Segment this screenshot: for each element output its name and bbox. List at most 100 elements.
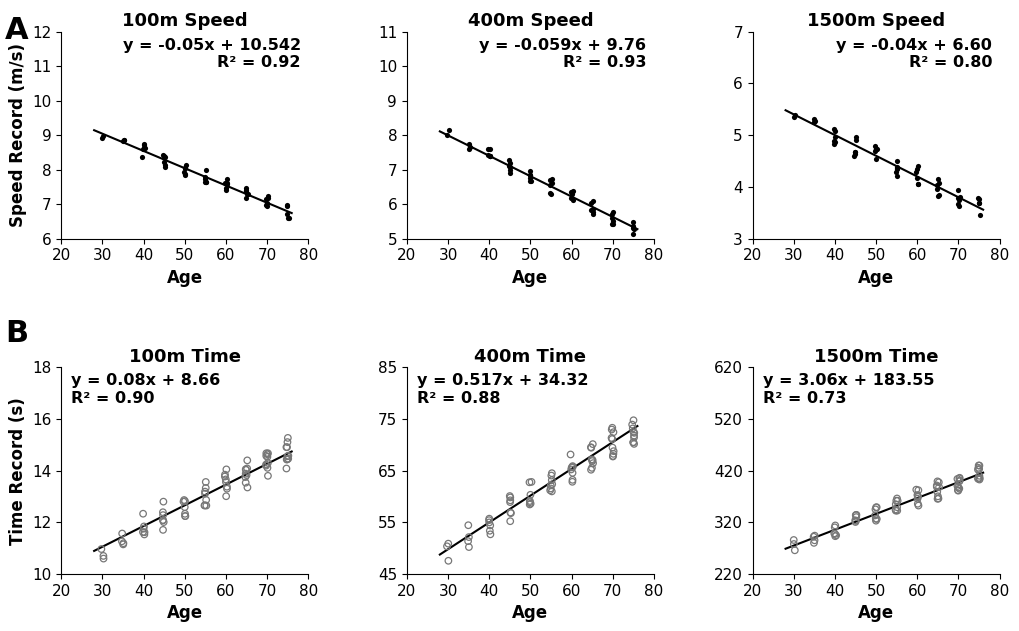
Point	[868, 514, 884, 524]
Point	[969, 198, 985, 208]
Point	[583, 463, 599, 473]
Point	[278, 463, 294, 473]
Point	[136, 143, 152, 153]
Point	[908, 164, 924, 174]
Point	[969, 193, 985, 203]
Point	[888, 493, 904, 504]
Point	[604, 220, 621, 230]
Point	[806, 531, 822, 541]
Point	[969, 474, 985, 484]
Point	[625, 229, 641, 239]
Point	[218, 179, 234, 189]
Point	[888, 495, 904, 505]
Point	[198, 477, 214, 487]
Point	[786, 110, 802, 120]
Point	[500, 155, 517, 165]
Point	[889, 164, 905, 174]
Point	[197, 487, 213, 497]
Point	[461, 532, 477, 542]
Point	[603, 219, 620, 229]
Point	[888, 167, 904, 177]
Point	[521, 496, 537, 506]
Point	[805, 538, 821, 548]
Point	[625, 223, 641, 233]
Point	[460, 536, 476, 546]
Point	[786, 112, 802, 122]
Point	[949, 186, 965, 196]
Point	[237, 478, 254, 488]
Point	[582, 442, 598, 452]
X-axis label: Age: Age	[857, 269, 894, 287]
Point	[197, 174, 213, 184]
Point	[542, 188, 558, 198]
Point	[155, 515, 171, 525]
Point	[501, 516, 518, 526]
Point	[950, 199, 966, 209]
Point	[971, 473, 987, 483]
Point	[461, 139, 477, 150]
Point	[826, 531, 843, 541]
Point	[847, 517, 863, 527]
Point	[866, 510, 882, 521]
X-axis label: Age: Age	[512, 269, 548, 287]
Point	[136, 521, 152, 531]
Point	[501, 492, 518, 502]
Point	[479, 144, 495, 154]
Point	[197, 500, 213, 510]
Point	[542, 483, 558, 493]
Point	[523, 477, 539, 487]
Point	[888, 155, 904, 165]
Point	[115, 538, 131, 548]
Point	[259, 449, 275, 459]
Point	[951, 473, 967, 483]
Point	[239, 483, 256, 493]
Point	[582, 464, 598, 475]
Point	[237, 472, 254, 482]
Point	[523, 176, 539, 186]
Text: y = -0.05x + 10.542
R² = 0.92: y = -0.05x + 10.542 R² = 0.92	[122, 38, 301, 70]
Point	[501, 497, 518, 507]
Point	[278, 200, 294, 210]
Point	[625, 217, 641, 227]
Point	[219, 483, 235, 493]
Point	[928, 487, 945, 497]
Point	[543, 179, 559, 189]
Point	[115, 540, 131, 550]
Point	[480, 150, 496, 160]
Point	[177, 163, 194, 174]
Point	[278, 442, 294, 452]
Point	[440, 125, 457, 135]
Point	[197, 177, 213, 187]
Point	[584, 439, 600, 449]
Point	[847, 516, 863, 526]
Point	[929, 492, 946, 502]
Point	[135, 143, 151, 153]
Point	[155, 516, 171, 526]
Point	[521, 499, 537, 509]
Point	[137, 529, 153, 540]
Point	[135, 527, 151, 537]
Point	[155, 507, 171, 517]
Title: 1500m Speed: 1500m Speed	[806, 12, 945, 30]
Point	[825, 137, 842, 147]
Point	[887, 505, 903, 516]
Point	[950, 201, 966, 211]
Point	[585, 207, 601, 217]
Point	[887, 499, 903, 509]
Point	[480, 515, 496, 525]
Point	[867, 144, 883, 154]
Point	[481, 151, 497, 161]
Point	[217, 183, 233, 193]
Point	[867, 502, 883, 512]
Point	[564, 461, 580, 471]
Title: 100m Time: 100m Time	[128, 348, 240, 365]
Point	[848, 510, 864, 520]
Point	[605, 446, 622, 456]
Point	[522, 497, 538, 507]
Point	[543, 475, 559, 485]
Point	[949, 485, 965, 495]
Point	[238, 470, 255, 480]
Point	[847, 510, 863, 520]
Point	[482, 529, 498, 540]
Text: y = 3.06x + 183.55
R² = 0.73: y = 3.06x + 183.55 R² = 0.73	[762, 374, 933, 406]
